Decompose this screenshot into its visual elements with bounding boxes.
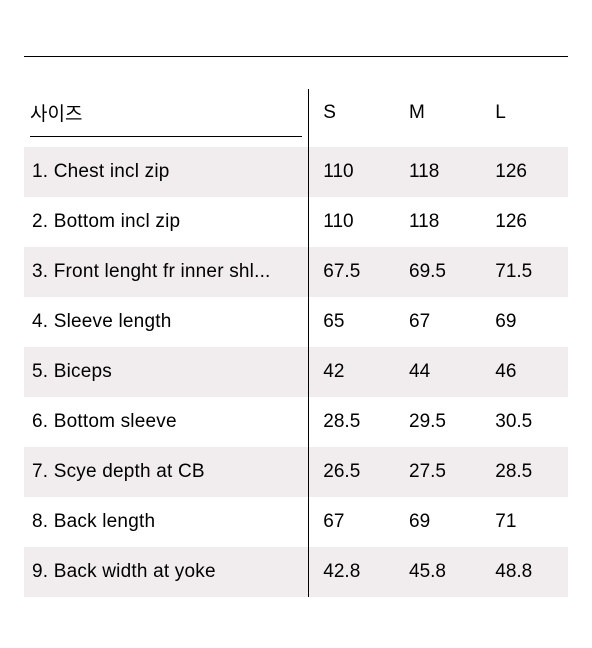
table-row: 7. Scye depth at CB26.527.528.5 [24, 447, 568, 497]
header-label-underline [30, 136, 302, 137]
measure-value: 69 [395, 497, 481, 547]
measure-value: 67.5 [309, 247, 395, 297]
top-horizontal-rule [24, 56, 568, 57]
table-row: 8. Back length676971 [24, 497, 568, 547]
table-row: 6. Bottom sleeve28.529.530.5 [24, 397, 568, 447]
measure-value: 110 [309, 147, 395, 197]
measure-value: 27.5 [395, 447, 481, 497]
measure-label: 3. Front lenght fr inner shl... [24, 247, 309, 297]
measure-value: 71.5 [481, 247, 567, 297]
measure-value: 67 [309, 497, 395, 547]
measure-value: 71 [481, 497, 567, 547]
measure-value: 48.8 [481, 547, 567, 597]
measure-label: 4. Sleeve length [24, 297, 309, 347]
measure-value: 45.8 [395, 547, 481, 597]
header-underline-row [24, 126, 568, 147]
measure-value: 118 [395, 147, 481, 197]
table-row: 4. Sleeve length656769 [24, 297, 568, 347]
header-size-m: M [395, 89, 481, 126]
measure-value: 29.5 [395, 397, 481, 447]
measure-value: 126 [481, 147, 567, 197]
measure-value: 126 [481, 197, 567, 247]
measure-value: 30.5 [481, 397, 567, 447]
measure-label: 6. Bottom sleeve [24, 397, 309, 447]
measure-label: 9. Back width at yoke [24, 547, 309, 597]
measure-value: 69.5 [395, 247, 481, 297]
measure-value: 67 [395, 297, 481, 347]
header-label: 사이즈 [30, 104, 82, 125]
measure-value: 46 [481, 347, 567, 397]
measure-value: 118 [395, 197, 481, 247]
measure-value: 28.5 [481, 447, 567, 497]
measure-value: 44 [395, 347, 481, 397]
measure-value: 65 [309, 297, 395, 347]
measure-value: 42 [309, 347, 395, 397]
size-table: 사이즈 S M L 1. Chest incl zip1101181262. B… [24, 89, 568, 597]
measure-value: 69 [481, 297, 567, 347]
table-body: 1. Chest incl zip1101181262. Bottom incl… [24, 147, 568, 597]
measure-value: 110 [309, 197, 395, 247]
measure-value: 28.5 [309, 397, 395, 447]
header-size-l: L [481, 89, 567, 126]
table-row: 1. Chest incl zip110118126 [24, 147, 568, 197]
measure-label: 8. Back length [24, 497, 309, 547]
measure-label: 2. Bottom incl zip [24, 197, 309, 247]
size-chart-container: 사이즈 S M L 1. Chest incl zip1101181262. B… [0, 56, 592, 597]
measure-value: 42.8 [309, 547, 395, 597]
header-size-s: S [309, 89, 395, 126]
table-row: 3. Front lenght fr inner shl...67.569.57… [24, 247, 568, 297]
table-row: 2. Bottom incl zip110118126 [24, 197, 568, 247]
header-label-cell: 사이즈 [24, 89, 309, 126]
table-row: 9. Back width at yoke42.845.848.8 [24, 547, 568, 597]
measure-label: 5. Biceps [24, 347, 309, 397]
measure-value: 26.5 [309, 447, 395, 497]
table-row: 5. Biceps424446 [24, 347, 568, 397]
table-header-row: 사이즈 S M L [24, 89, 568, 126]
measure-label: 7. Scye depth at CB [24, 447, 309, 497]
measure-label: 1. Chest incl zip [24, 147, 309, 197]
